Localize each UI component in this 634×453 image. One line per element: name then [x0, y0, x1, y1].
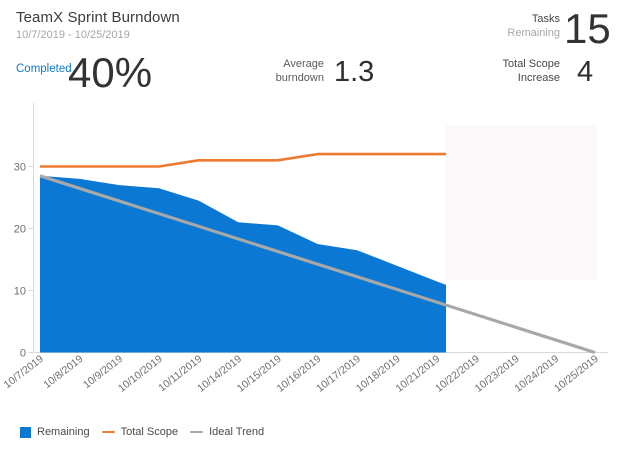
x-axis-tick-label: 10/8/2019	[41, 353, 85, 391]
average-burndown-label-line1: Average	[283, 58, 324, 70]
y-axis-tick-label: 10	[14, 286, 26, 298]
y-axis-tick-label: 30	[14, 162, 26, 174]
remaining-area	[40, 175, 446, 353]
widget-title: TeamX Sprint Burndown	[16, 9, 180, 26]
legend-item-ideal-trend: Ideal Trend	[190, 426, 264, 438]
total-scope-increase-label-line2: Increase	[517, 72, 560, 84]
completed-value: 40%	[68, 49, 153, 96]
legend-label-remaining: Remaining	[37, 426, 90, 438]
x-axis-tick-label: 10/10/2019	[116, 353, 165, 395]
tasks-remaining-label-line1: Tasks	[531, 13, 560, 25]
completed-label: Completed	[16, 63, 72, 75]
legend-item-remaining: Remaining	[20, 426, 90, 438]
x-axis-tick-label: 10/25/2019	[552, 353, 601, 395]
legend-label-ideal-trend: Ideal Trend	[209, 426, 265, 438]
total-scope-increase-label: Total Scope Increase	[503, 57, 560, 85]
average-burndown-label: Average burndown	[276, 57, 324, 85]
ideal-trend-swatch-icon	[190, 430, 204, 434]
tasks-remaining-label-line2: Remaining	[507, 27, 560, 39]
tasks-remaining-value: 15	[564, 5, 611, 52]
total-scope-swatch-icon	[101, 430, 115, 434]
ideal-trend-line	[39, 174, 596, 355]
average-burndown-value: 1.3	[334, 56, 375, 88]
future-region-shading	[446, 125, 597, 280]
remaining-swatch-icon	[20, 426, 31, 438]
total-scope-increase-value: 4	[577, 56, 594, 88]
y-axis-tick-label: 20	[14, 224, 26, 236]
legend-item-total-scope: Total Scope	[101, 426, 179, 438]
average-burndown-label-line2: burndown	[275, 72, 324, 84]
sprint-date-range: 10/7/2019 - 10/25/2019	[16, 29, 130, 41]
total-scope-increase-label-line1: Total Scope	[502, 58, 560, 70]
tasks-remaining-label: Tasks Remaining	[507, 12, 560, 40]
y-axis-tick-label: 0	[20, 348, 26, 360]
chart-legend: Remaining Total Scope Ideal Trend	[20, 426, 264, 438]
total-scope-line	[40, 152, 446, 168]
legend-label-total-scope: Total Scope	[120, 426, 179, 438]
